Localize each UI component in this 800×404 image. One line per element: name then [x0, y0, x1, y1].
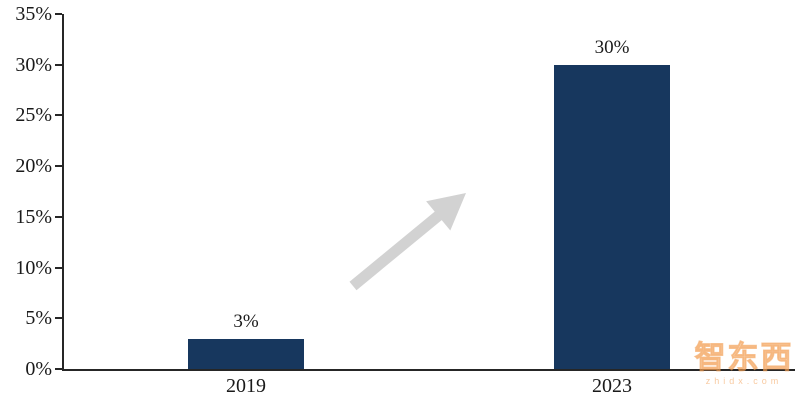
watermark-domain-text: zhidx.com [705, 376, 783, 386]
y-axis-tick [55, 63, 62, 66]
y-axis-tick-label: 35% [15, 3, 52, 25]
x-axis-line [62, 369, 795, 371]
y-axis-tick [55, 317, 62, 320]
y-axis-tick-label: 10% [15, 256, 52, 279]
watermark: 智东西 zhidx.com [690, 340, 798, 386]
y-axis-tick-label: 20% [15, 155, 52, 178]
y-axis-tick-label: 30% [15, 53, 52, 76]
y-axis-tick [55, 215, 62, 218]
y-axis-tick [55, 368, 62, 370]
y-axis-tick [55, 165, 62, 168]
bar-value-label: 30% [594, 36, 630, 58]
bar-value-label: 3% [233, 310, 259, 332]
y-axis-tick-label: 0% [25, 358, 52, 380]
bar-2019 [188, 338, 304, 369]
y-axis-tick-label: 15% [15, 205, 52, 228]
x-axis-category-label: 2019 [226, 375, 266, 397]
y-axis-tick [55, 13, 62, 15]
y-axis-tick [55, 114, 62, 117]
x-axis-category-label: 2023 [592, 375, 632, 397]
y-axis-tick [55, 266, 62, 269]
bar-2023 [554, 64, 670, 369]
y-axis-tick-label: 25% [15, 104, 52, 127]
y-axis-line [62, 14, 64, 371]
y-axis-tick-label: 5% [25, 307, 52, 330]
